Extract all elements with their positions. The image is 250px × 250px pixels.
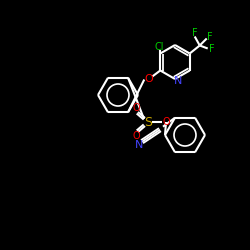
Text: Cl: Cl xyxy=(154,42,164,52)
Text: O: O xyxy=(132,131,140,141)
Text: N: N xyxy=(135,140,143,150)
Text: F: F xyxy=(207,32,212,42)
Text: F: F xyxy=(192,28,198,38)
Text: O: O xyxy=(144,74,153,84)
Text: F: F xyxy=(209,44,214,54)
Text: N: N xyxy=(174,76,182,86)
Text: O: O xyxy=(132,103,140,113)
Text: S: S xyxy=(144,116,152,128)
Text: O: O xyxy=(162,117,170,127)
